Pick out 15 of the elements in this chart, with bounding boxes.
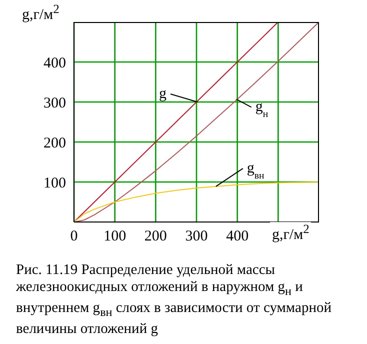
y-tick-label: 300 — [44, 95, 66, 112]
x-axis-title: g,г/м$^{2}$ — [270, 222, 312, 244]
series-label: g$_{вн}$ — [246, 160, 264, 181]
x-tick-label: 100 — [104, 228, 126, 245]
x-tick-label: 0 — [70, 228, 78, 245]
text: Рис. 11.19 Распределение удельной массы железноокисдных отложений в наружном g$_{н}$ и внутреннем g$_{вн}$ слоях в зависимости от суммарной величины отложений g — [16, 262, 332, 337]
y-axis-title: g,г/м$^{2}$ — [22, 2, 60, 24]
series-label: g — [159, 86, 167, 102]
y-tick-label: 200 — [44, 135, 66, 152]
x-tick-label: 300 — [185, 228, 208, 245]
y-tick-label: 400 — [44, 55, 66, 72]
series-label: g$_{н}$ — [255, 99, 268, 120]
y-tick-label: 100 — [44, 175, 66, 192]
x-tick-label: 400 — [226, 228, 249, 245]
x-tick-label: 200 — [144, 228, 167, 245]
